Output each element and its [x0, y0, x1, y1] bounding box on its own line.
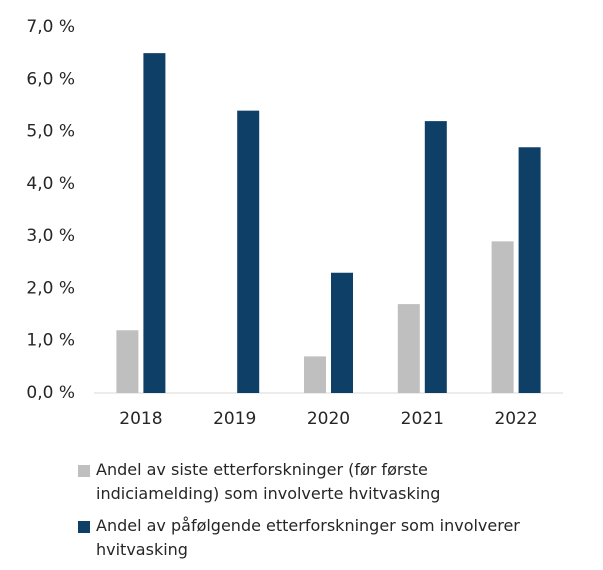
- y-tick-label: 5,0 %: [26, 122, 75, 142]
- y-tick-label: 6,0 %: [26, 69, 75, 89]
- y-tick-label: 7,0 %: [26, 17, 75, 37]
- y-tick-label: 2,0 %: [26, 278, 75, 298]
- legend: Andel av siste etterforskninger (før før…: [78, 458, 603, 570]
- legend-label: Andel av siste etterforskninger (før før…: [96, 460, 441, 503]
- bar: [331, 272, 353, 393]
- y-tick-label: 0,0 %: [26, 383, 75, 403]
- bar: [116, 330, 139, 393]
- bar: [518, 147, 541, 393]
- legend-label: Andel av påfølgende etterforskninger som…: [96, 516, 520, 559]
- x-tick-label: 2021: [401, 409, 444, 429]
- y-tick-label: 1,0 %: [26, 331, 75, 351]
- bar: [237, 110, 260, 394]
- bar: [424, 121, 447, 393]
- bar: [304, 356, 326, 393]
- x-tick-label: 2020: [307, 409, 350, 429]
- x-tick-label: 2018: [119, 409, 162, 429]
- legend-swatch: [78, 521, 90, 533]
- x-tick-label: 2022: [494, 409, 537, 429]
- y-tick-label: 4,0 %: [26, 174, 75, 194]
- bar: [143, 53, 166, 394]
- x-tick-label: 2019: [213, 409, 256, 429]
- bar: [491, 241, 514, 393]
- legend-item: Andel av påfølgende etterforskninger som…: [78, 514, 603, 562]
- chart: 0,0 % 1,0 % 2,0 % 3,0 % 4,0 % 5,0 % 6,0 % 7,0 %…: [26, 17, 563, 429]
- y-tick-label: 3,0 %: [26, 226, 75, 246]
- legend-swatch: [78, 465, 90, 477]
- legend-item: Andel av siste etterforskninger (før før…: [78, 458, 603, 506]
- bar: [397, 304, 420, 393]
